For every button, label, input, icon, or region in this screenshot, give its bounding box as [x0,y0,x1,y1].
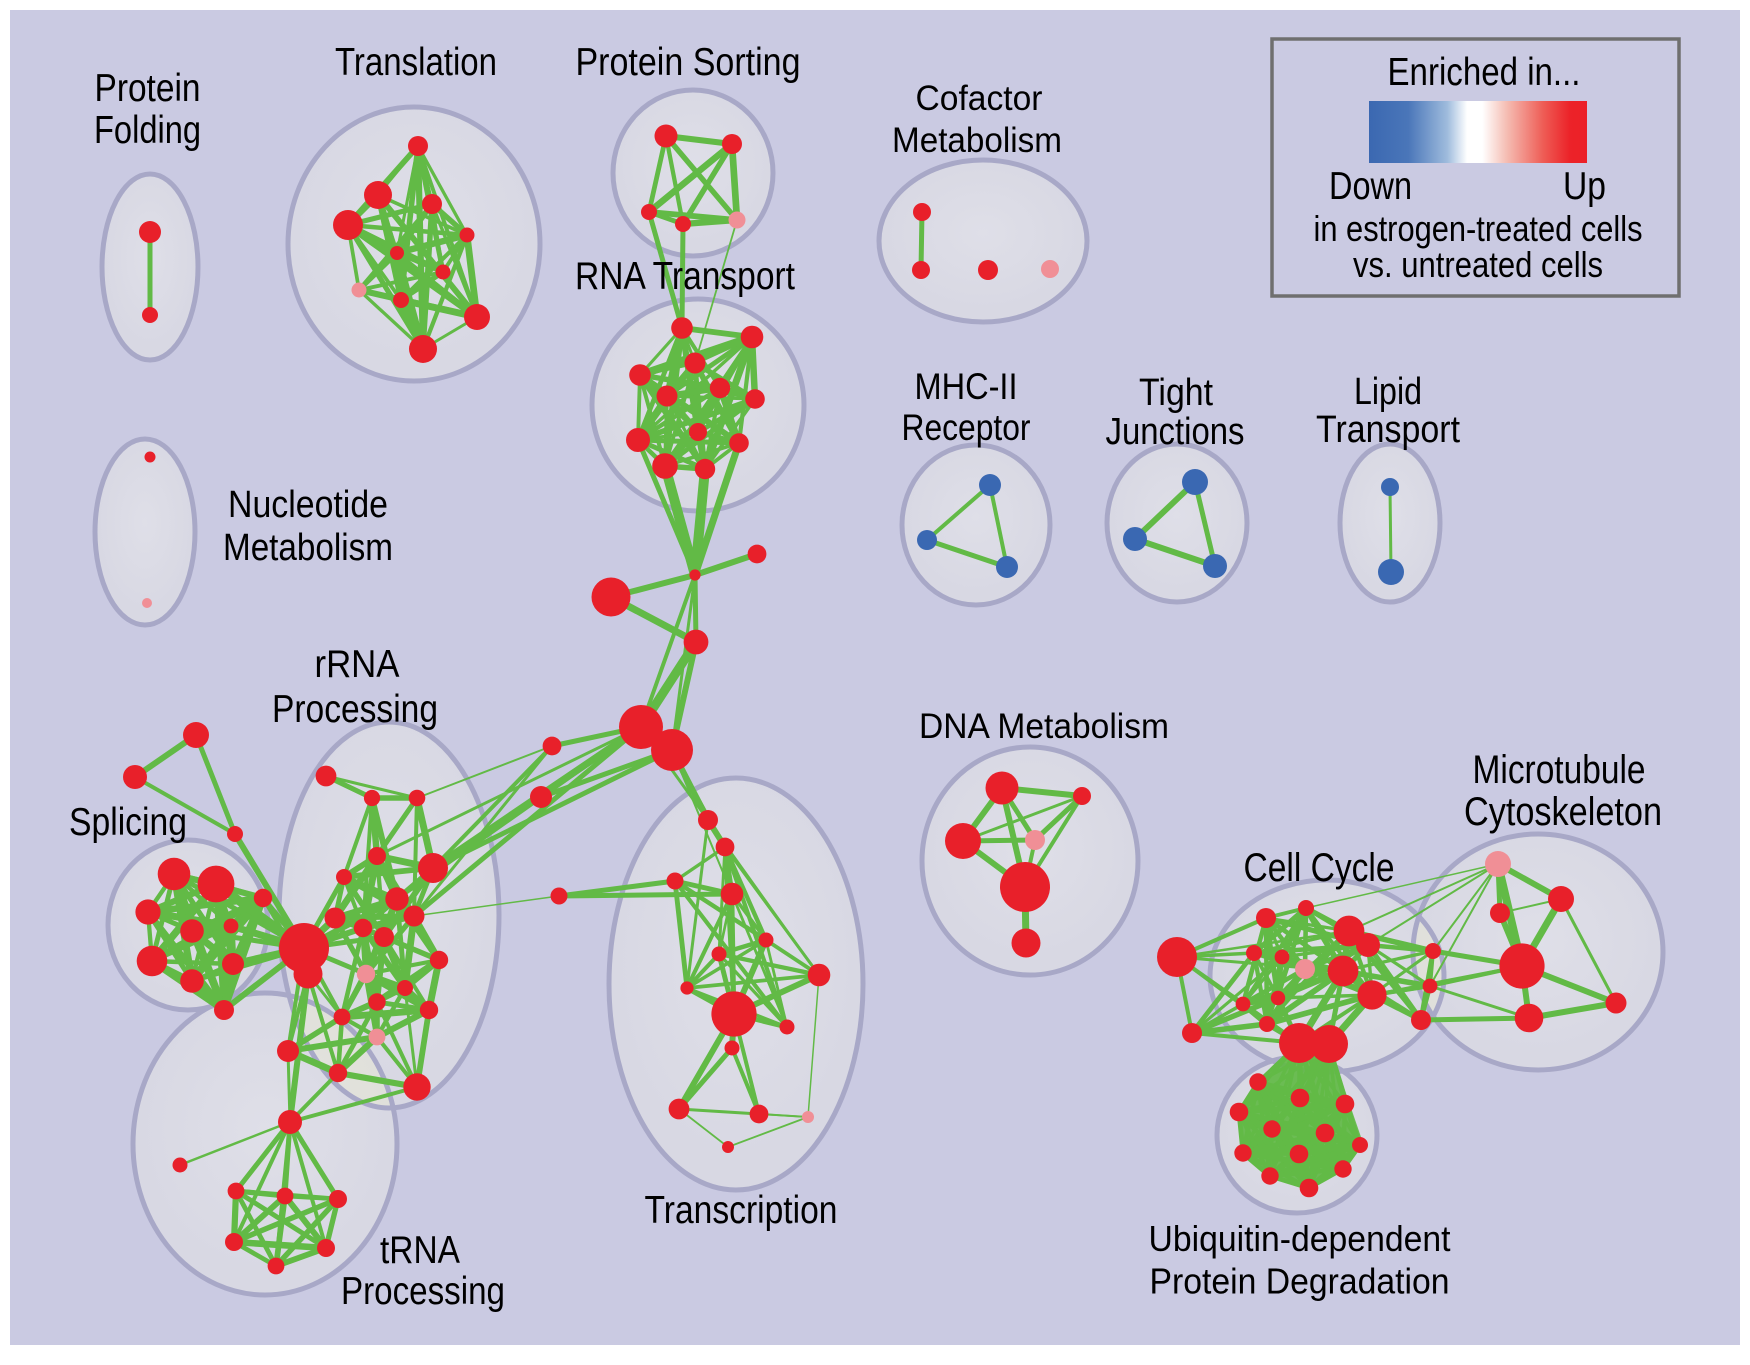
svg-text:rRNA: rRNA [315,643,400,686]
svg-text:Cell Cycle: Cell Cycle [1244,846,1395,890]
svg-text:Translation: Translation [335,41,497,84]
svg-text:Junctions: Junctions [1106,411,1245,453]
svg-text:tRNA: tRNA [380,1229,460,1272]
svg-text:Microtubule: Microtubule [1473,748,1646,792]
svg-text:MHC-II: MHC-II [915,366,1018,407]
svg-text:Tight: Tight [1139,372,1213,414]
svg-text:Splicing: Splicing [69,801,187,844]
svg-text:Cofactor: Cofactor [916,79,1043,118]
svg-text:Transcription: Transcription [645,1189,838,1232]
svg-text:Protein Sorting: Protein Sorting [576,41,801,84]
svg-text:Up: Up [1563,165,1606,208]
svg-text:Protein: Protein [95,67,201,110]
svg-text:vs. untreated cells: vs. untreated cells [1353,244,1603,285]
svg-text:Protein Degradation: Protein Degradation [1150,1261,1450,1302]
svg-text:Folding: Folding [94,109,201,152]
svg-text:Metabolism: Metabolism [223,527,393,569]
svg-text:Receptor: Receptor [902,407,1031,448]
svg-text:Nucleotide: Nucleotide [228,484,388,526]
svg-text:Metabolism: Metabolism [892,121,1062,160]
svg-text:Processing: Processing [272,688,438,731]
svg-text:Cytoskeleton: Cytoskeleton [1464,790,1662,834]
svg-text:Transport: Transport [1316,409,1460,451]
svg-text:Ubiquitin-dependent: Ubiquitin-dependent [1149,1218,1451,1259]
svg-text:Down: Down [1329,165,1412,208]
svg-text:in estrogen-treated cells: in estrogen-treated cells [1314,208,1643,249]
svg-text:Enriched in...: Enriched in... [1388,51,1581,94]
svg-text:Processing: Processing [341,1270,505,1313]
svg-text:DNA Metabolism: DNA Metabolism [919,707,1169,746]
svg-text:RNA Transport: RNA Transport [575,255,795,298]
svg-text:Lipid: Lipid [1354,371,1422,413]
